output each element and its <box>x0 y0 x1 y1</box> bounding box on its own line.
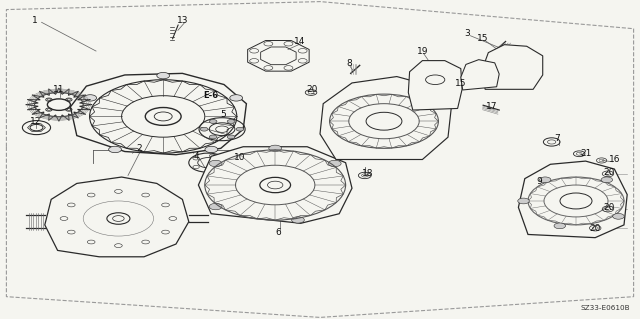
Polygon shape <box>45 177 189 257</box>
Polygon shape <box>70 73 246 155</box>
Circle shape <box>601 177 612 183</box>
Text: 19: 19 <box>417 47 428 56</box>
Circle shape <box>209 160 222 167</box>
Circle shape <box>540 177 551 183</box>
Text: 4: 4 <box>194 152 199 161</box>
Text: 10: 10 <box>234 153 246 162</box>
Circle shape <box>209 135 217 139</box>
Text: 6: 6 <box>276 228 281 237</box>
Circle shape <box>84 95 97 101</box>
Polygon shape <box>198 147 352 223</box>
Text: 9: 9 <box>537 177 542 186</box>
Circle shape <box>554 223 566 229</box>
Text: 2: 2 <box>137 144 142 153</box>
Text: 18: 18 <box>362 169 374 178</box>
Text: 21: 21 <box>580 149 591 158</box>
Polygon shape <box>518 161 627 238</box>
Circle shape <box>200 127 208 131</box>
Text: 20: 20 <box>604 168 615 177</box>
Polygon shape <box>482 45 543 89</box>
Text: 15: 15 <box>455 79 467 88</box>
Circle shape <box>612 213 624 219</box>
Circle shape <box>227 120 235 123</box>
Circle shape <box>236 127 244 131</box>
Text: 5: 5 <box>220 110 225 119</box>
Text: 8: 8 <box>346 59 351 68</box>
Text: 14: 14 <box>294 37 305 46</box>
Circle shape <box>209 120 217 123</box>
Polygon shape <box>461 60 499 90</box>
Text: SZ33-E0610B: SZ33-E0610B <box>580 305 630 311</box>
Text: 20: 20 <box>604 203 615 212</box>
Text: 16: 16 <box>609 155 620 164</box>
Circle shape <box>109 146 122 153</box>
Circle shape <box>227 135 235 139</box>
Text: 3: 3 <box>465 29 470 38</box>
Text: 20: 20 <box>589 224 601 233</box>
Circle shape <box>209 204 222 210</box>
Polygon shape <box>320 77 451 160</box>
Text: 7: 7 <box>554 134 559 143</box>
Circle shape <box>292 217 305 223</box>
Text: 11: 11 <box>53 85 65 94</box>
Circle shape <box>328 160 341 167</box>
Text: E-6: E-6 <box>204 91 219 100</box>
Circle shape <box>157 72 170 79</box>
Circle shape <box>205 146 218 153</box>
Text: 15: 15 <box>477 34 489 43</box>
Circle shape <box>269 145 282 152</box>
Text: 13: 13 <box>177 16 188 25</box>
Text: 12: 12 <box>29 117 41 126</box>
Text: 20: 20 <box>307 85 318 94</box>
Text: 1: 1 <box>33 16 38 25</box>
Text: 17: 17 <box>486 102 497 111</box>
Circle shape <box>230 95 243 101</box>
Circle shape <box>518 198 529 204</box>
Polygon shape <box>408 61 462 110</box>
